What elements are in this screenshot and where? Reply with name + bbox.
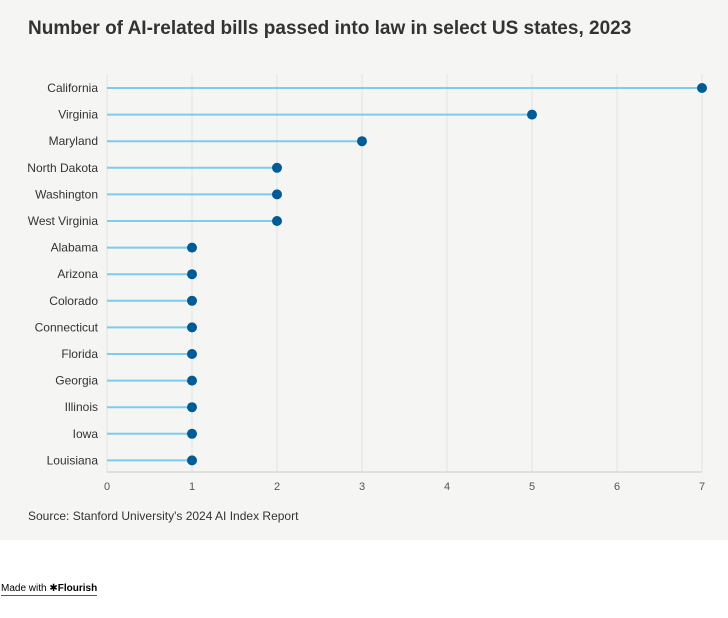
dot-florida — [187, 349, 197, 359]
category-label-louisiana: Louisiana — [47, 453, 99, 467]
category-label-iowa: Iowa — [73, 427, 99, 441]
dot-washington — [272, 189, 282, 200]
category-label-alabama: Alabama — [51, 241, 99, 255]
made-with-flourish-link[interactable]: Made with ✱Flourish — [1, 583, 98, 596]
dot-louisiana — [187, 455, 197, 466]
x-tick-label-2: 2 — [274, 481, 280, 493]
dot-maryland — [357, 136, 367, 147]
x-tick-label-5: 5 — [529, 481, 535, 493]
dot-arizona — [187, 269, 197, 280]
dot-north-dakota — [272, 162, 282, 173]
dot-colorado — [187, 295, 197, 306]
x-tick-label-0: 0 — [104, 481, 110, 493]
dot-iowa — [187, 428, 197, 439]
chart-card: Number of AI-related bills passed into l… — [0, 0, 728, 540]
dot-virginia — [527, 109, 537, 120]
made-with-label: Made with — [1, 583, 47, 594]
dot-illinois — [187, 402, 197, 413]
x-tick-label-6: 6 — [614, 481, 620, 493]
lollipop-chart: 0 1 2 3 4 5 6 7 California Virginia Maryland North … — [27, 74, 707, 493]
category-label-north-dakota: North Dakota — [27, 161, 98, 175]
dot-georgia — [187, 375, 197, 386]
chart-title: Number of AI-related bills passed into l… — [28, 18, 632, 39]
x-tick-label-4: 4 — [444, 481, 450, 493]
category-label-georgia: Georgia — [55, 374, 98, 388]
dot-alabama — [187, 242, 197, 253]
dot-west-virginia — [272, 216, 282, 226]
category-label-connecticut: Connecticut — [35, 320, 99, 334]
category-label-virginia: Virginia — [58, 108, 98, 122]
chart-source: Source: Stanford University's 2024 AI In… — [28, 509, 299, 523]
category-label-illinois: Illinois — [65, 400, 98, 414]
category-label-washington: Washington — [35, 187, 98, 201]
category-label-colorado: Colorado — [49, 294, 98, 308]
dot-california — [697, 83, 707, 93]
category-label-arizona: Arizona — [57, 267, 98, 281]
category-label-california: California — [47, 81, 98, 95]
x-tick-label-7: 7 — [699, 481, 705, 493]
category-label-west-virginia: West Virginia — [28, 214, 99, 228]
dot-connecticut — [187, 322, 197, 333]
category-label-florida: Florida — [61, 347, 98, 361]
asterisk-icon: ✱ — [49, 583, 58, 594]
x-tick-label-3: 3 — [359, 481, 365, 493]
category-label-maryland: Maryland — [49, 134, 98, 148]
x-tick-label-1: 1 — [189, 481, 195, 493]
flourish-brand: Flourish — [57, 583, 98, 594]
